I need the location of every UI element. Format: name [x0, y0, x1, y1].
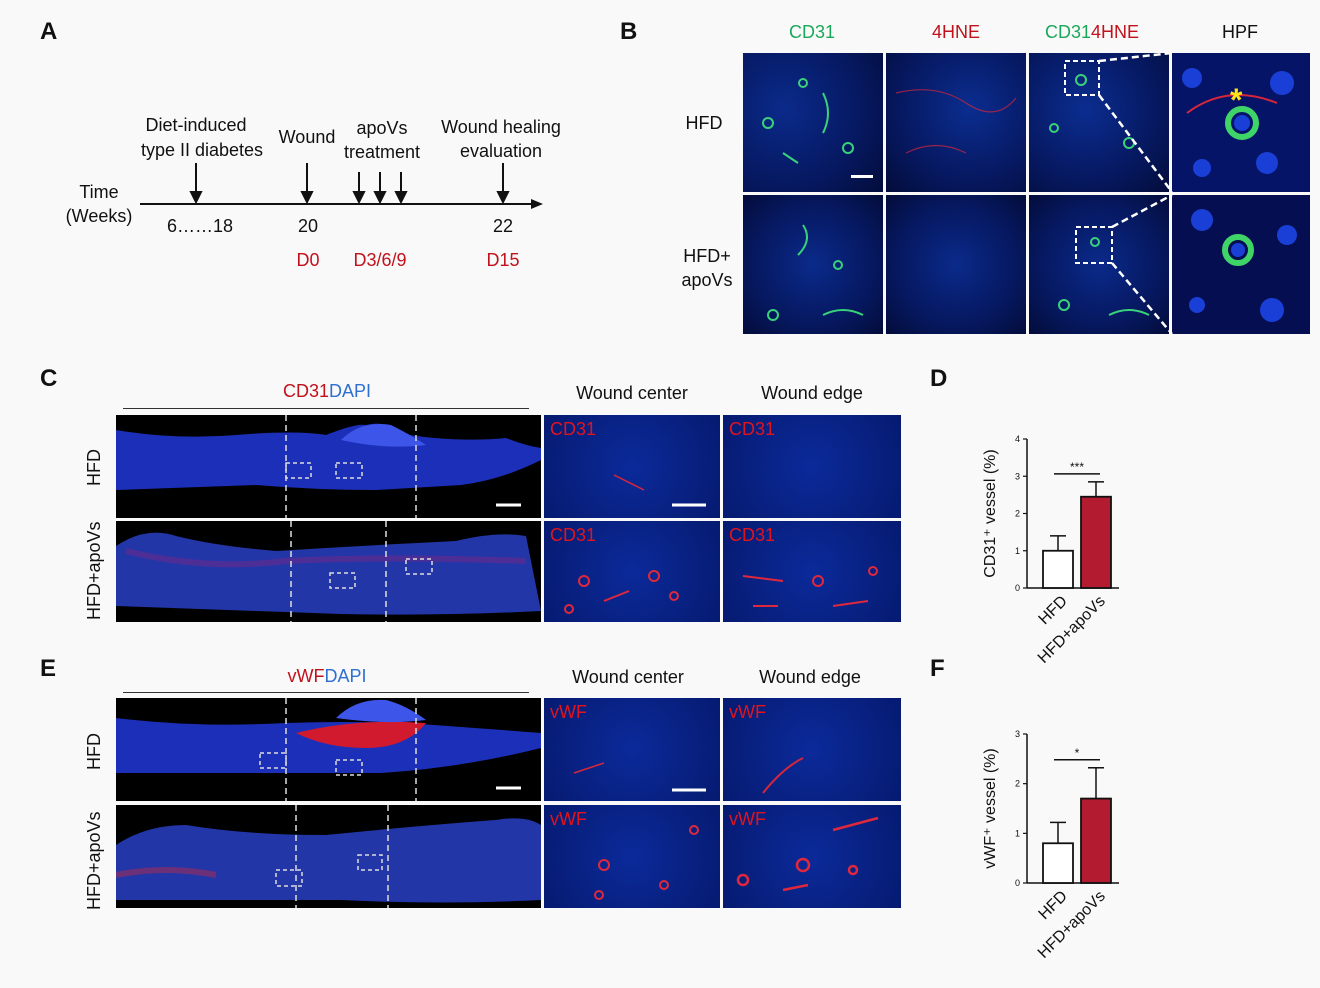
y-tick-label: 1 — [1015, 546, 1020, 556]
tick-20: 20 — [297, 216, 319, 236]
event-wound: Wound — [278, 127, 336, 147]
c-col-center: Wound center — [576, 383, 688, 403]
e-label-4: vWF — [729, 809, 766, 829]
e-row-hfd: HFD — [84, 733, 104, 770]
b-row-hfd: HFD — [685, 113, 723, 133]
e-row-apovs: HFD+apoVs — [84, 811, 104, 910]
event-eval-line2: evaluation — [459, 141, 543, 161]
c-stain-title: CD31DAPI — [283, 381, 371, 402]
c-apovs-center: CD31 — [544, 521, 720, 622]
panel-label-c: C — [40, 365, 58, 392]
e-hfd-edge: vWF — [723, 698, 901, 801]
e-hfd-center: vWF — [544, 698, 720, 801]
y-tick-label: 2 — [1015, 779, 1020, 789]
timeline-axis — [140, 163, 543, 209]
e-col-edge: Wound edge — [759, 667, 861, 687]
category-label: HFD+apoVs — [1035, 593, 1109, 667]
bar — [1080, 495, 1112, 589]
c-hfd-center: CD31 — [544, 415, 720, 518]
b-image-hfd-hpf: * — [1172, 53, 1310, 192]
day-d369: D3/6/9 — [353, 250, 407, 270]
c-row-hfd: HFD — [84, 449, 104, 486]
b-image-apovs-cd31 — [743, 195, 883, 334]
event-diet-line2: type II diabetes — [140, 140, 264, 160]
tick-22: 22 — [492, 216, 514, 236]
e-label-2: vWF — [729, 702, 766, 722]
svg-text:*: * — [1230, 82, 1243, 118]
event-diet-line1: Diet-induced — [145, 115, 247, 135]
c-label-3: CD31 — [550, 525, 597, 545]
b-image-apovs-4hne — [886, 195, 1026, 334]
c-title-rule — [123, 408, 529, 409]
y-tick-label: 2 — [1015, 509, 1020, 519]
e-title-rule — [123, 692, 529, 693]
panel-label-b: B — [620, 18, 638, 45]
c-label-4: CD31 — [729, 525, 776, 545]
significance-label: * — [1075, 746, 1080, 760]
c-stain-red: CD31 — [282, 381, 330, 401]
c-label-1: CD31 — [550, 419, 597, 439]
e-overview-hfd — [116, 698, 541, 801]
e-stain-blue: DAPI — [324, 666, 367, 686]
y-axis-label: CD31⁺ vessel (%) — [982, 449, 999, 577]
b-image-apovs-hpf — [1172, 195, 1310, 334]
c-apovs-edge: CD31 — [723, 521, 901, 622]
panel-label-f: F — [930, 655, 945, 682]
e-apovs-center: vWF — [544, 805, 720, 908]
time-label: Time — [79, 182, 119, 202]
b-image-hfd-4hne — [886, 53, 1026, 192]
e-overview-apovs — [116, 805, 541, 908]
b-row-hfd-apovs-1: HFD+ — [683, 246, 731, 266]
e-apovs-edge: vWF — [723, 805, 901, 908]
y-axis-label: vWF⁺ vessel (%) — [982, 748, 999, 868]
y-tick-label: 3 — [1015, 471, 1020, 481]
b-col-merge-cd31: CD31 — [1045, 22, 1092, 42]
category-label: HFD+apoVs — [1035, 888, 1109, 962]
e-col-center: Wound center — [572, 667, 684, 687]
b-image-apovs-merge — [1029, 195, 1169, 334]
c-stain-blue: DAPI — [329, 381, 372, 401]
c-col-edge: Wound edge — [761, 383, 863, 403]
b-row-hfd-apovs-2: apoVs — [681, 270, 733, 290]
bar — [1042, 842, 1074, 884]
day-d0: D0 — [296, 250, 320, 270]
e-stain-red: vWF — [287, 666, 325, 686]
event-apovs-line1: apoVs — [356, 118, 408, 138]
event-eval-line1: Wound healing — [441, 117, 561, 137]
b-image-hfd-cd31 — [743, 53, 883, 192]
e-label-3: vWF — [550, 809, 587, 829]
bar — [1080, 797, 1112, 884]
c-hfd-edge: CD31 — [723, 415, 901, 518]
y-tick-label: 3 — [1015, 729, 1020, 739]
e-label-1: vWF — [550, 702, 587, 722]
weeks-label: (Weeks) — [65, 206, 133, 226]
c-label-2: CD31 — [729, 419, 776, 439]
b-col-cd31: CD31 — [788, 22, 836, 42]
y-tick-label: 0 — [1015, 583, 1020, 593]
day-d15: D15 — [486, 250, 520, 270]
c-overview-apovs — [116, 521, 541, 622]
bar — [1042, 549, 1074, 589]
b-zoom-lines — [1098, 51, 1173, 335]
significance-label: *** — [1070, 460, 1084, 474]
y-tick-label: 4 — [1015, 434, 1020, 444]
b-col-merge: CD314HNE — [1045, 22, 1139, 43]
event-apovs-line2: treatment — [343, 142, 421, 162]
b-col-4hne: 4HNE — [931, 22, 981, 42]
panel-label-a: A — [40, 18, 58, 45]
panel-label-d: D — [930, 365, 948, 392]
tick-6-18: 6……18 — [166, 216, 234, 236]
c-row-apovs: HFD+apoVs — [84, 521, 104, 620]
b-image-hfd-merge — [1029, 53, 1169, 192]
b-col-hpf: HPF — [1222, 22, 1258, 42]
panel-label-e: E — [40, 655, 57, 682]
c-overview-hfd — [116, 415, 541, 518]
y-tick-label: 1 — [1015, 828, 1020, 838]
e-stain-title: vWFDAPI — [288, 666, 367, 687]
y-tick-label: 0 — [1015, 878, 1020, 888]
b-col-merge-4hne: 4HNE — [1091, 22, 1140, 42]
